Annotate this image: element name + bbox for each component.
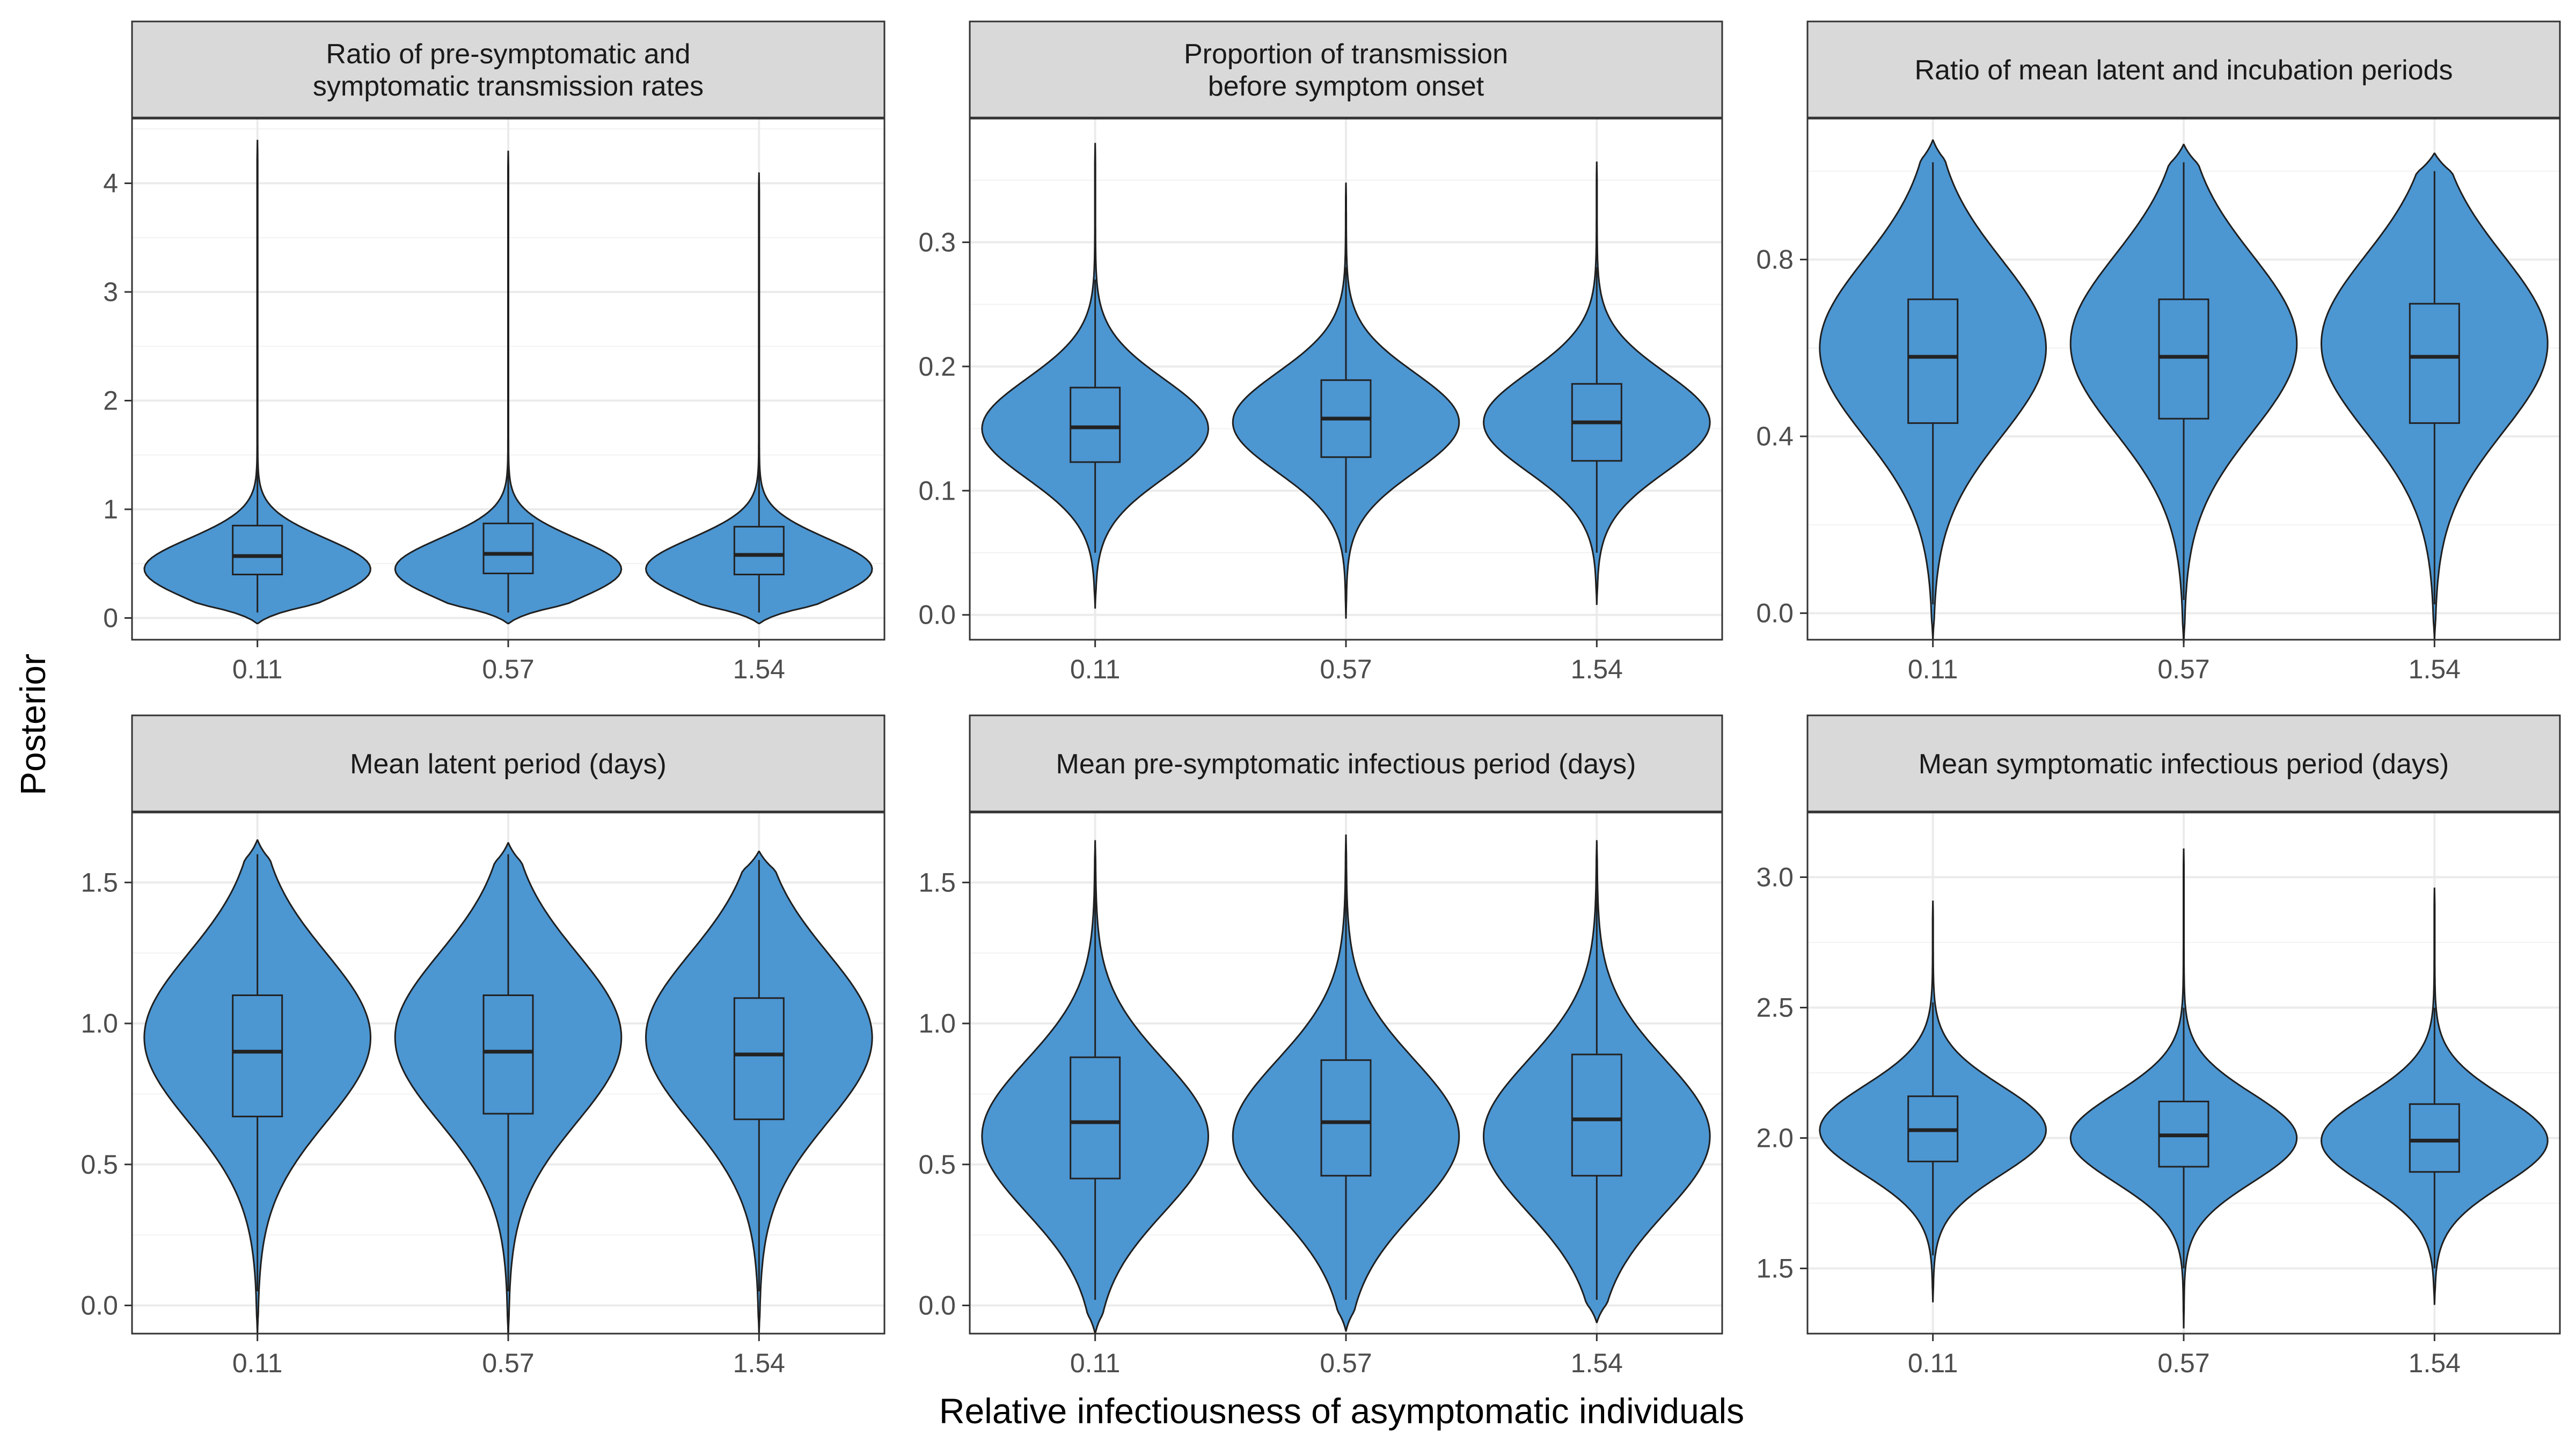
strip-title-line: Mean latent period (days): [350, 749, 667, 780]
box-iqr: [232, 524, 283, 575]
box-iqr: [733, 997, 785, 1121]
x-tick-label: 1.54: [733, 654, 785, 684]
y-tick-label: 3.0: [1756, 862, 1794, 892]
box-iqr: [2158, 298, 2209, 420]
y-tick-label: 1.0: [80, 1008, 118, 1038]
strip-title-line: Mean pre-symptomatic infectious period (…: [1056, 749, 1636, 780]
x-tick-label: 0.57: [2157, 654, 2209, 684]
facet-panels: Ratio of pre-symptomatic andsymptomatic …: [80, 20, 2561, 1378]
y-tick-label: 1: [103, 494, 118, 524]
y-tick-label: 0.2: [918, 352, 956, 382]
y-tick-label: 0.0: [1756, 598, 1794, 628]
x-tick-label: 1.54: [733, 1348, 785, 1378]
y-tick-label: 0.0: [80, 1290, 118, 1320]
y-tick-label: 0.1: [918, 475, 956, 506]
strip-background: [131, 714, 885, 813]
x-tick-label: 0.57: [2157, 1348, 2209, 1378]
y-tick-label: 3: [103, 277, 118, 307]
x-tick-label: 0.57: [1320, 654, 1372, 684]
y-tick-label: 4: [103, 169, 118, 199]
y-tick-label: 2.0: [1756, 1123, 1794, 1153]
x-tick-label: 1.54: [1571, 1348, 1623, 1378]
y-tick-label: 1.5: [1756, 1254, 1794, 1284]
x-tick-label: 0.11: [1070, 1348, 1121, 1378]
facet-panel-5: Mean pre-symptomatic infectious period (…: [918, 714, 1723, 1378]
x-tick-label: 1.54: [2409, 654, 2461, 684]
box-iqr: [482, 522, 534, 574]
box-iqr: [1907, 298, 1959, 424]
x-tick-label: 0.57: [1320, 1348, 1372, 1378]
strip-background: [1806, 714, 2561, 813]
strip-background: [969, 20, 1723, 119]
x-tick-label: 0.11: [232, 1348, 283, 1378]
x-tick-label: 0.57: [482, 1348, 534, 1378]
x-tick-label: 1.54: [2409, 1348, 2461, 1378]
y-tick-label: 0.5: [80, 1150, 118, 1180]
box-iqr: [2409, 1103, 2460, 1173]
y-tick-label: 1.0: [918, 1008, 956, 1038]
x-tick-label: 1.54: [1571, 654, 1623, 684]
strip-title-line: Ratio of pre-symptomatic and: [326, 39, 690, 70]
box-iqr: [2409, 303, 2460, 424]
facet-panel-4: Mean latent period (days) 0.0 0.5 1.0 1.5 0.1…: [80, 714, 885, 1378]
facet-panel-1: Ratio of pre-symptomatic andsymptomatic …: [103, 20, 885, 684]
y-axis-title: Posterior: [13, 654, 53, 795]
y-tick-label: 0.4: [1756, 421, 1794, 451]
strip-background: [131, 20, 885, 119]
strip-title-line: Ratio of mean latent and incubation peri…: [1914, 55, 2453, 86]
y-tick-label: 0: [103, 603, 118, 633]
box-iqr: [1070, 1056, 1121, 1180]
strip-background: [969, 714, 1723, 813]
x-tick-label: 0.11: [232, 654, 283, 684]
y-tick-label: 2: [103, 386, 118, 416]
x-axis-title: Relative infectiousness of asymptomatic …: [939, 1391, 1744, 1431]
box-iqr: [232, 994, 283, 1117]
x-tick-label: 0.57: [482, 654, 534, 684]
y-tick-label: 0.0: [918, 1290, 956, 1320]
y-tick-label: 1.5: [80, 867, 118, 897]
y-tick-label: 0.5: [918, 1150, 956, 1180]
facet-panel-6: Mean symptomatic infectious period (days…: [1756, 714, 2561, 1378]
box-iqr: [482, 994, 534, 1115]
x-tick-label: 0.11: [1908, 654, 1958, 684]
y-tick-label: 0.0: [918, 600, 956, 630]
y-tick-label: 0.8: [1756, 245, 1794, 275]
strip-title-line: before symptom onset: [1208, 71, 1484, 102]
strip-title-line: Mean symptomatic infectious period (days…: [1919, 749, 2449, 780]
box-iqr: [1320, 1059, 1372, 1177]
box-iqr: [1070, 386, 1121, 463]
strip-background: [1806, 20, 2561, 119]
x-tick-label: 0.11: [1070, 654, 1121, 684]
y-tick-label: 2.5: [1756, 993, 1794, 1023]
box-iqr: [1571, 1053, 1622, 1177]
y-tick-label: 1.5: [918, 867, 956, 897]
strip-title-line: symptomatic transmission rates: [313, 71, 704, 102]
y-tick-label: 0.3: [918, 227, 956, 257]
facet-panel-3: Ratio of mean latent and incubation peri…: [1756, 20, 2561, 684]
violin-shape: [645, 172, 873, 625]
strip-title-line: Proportion of transmission: [1184, 39, 1508, 70]
x-tick-label: 0.11: [1908, 1348, 1958, 1378]
box-iqr: [733, 525, 785, 576]
